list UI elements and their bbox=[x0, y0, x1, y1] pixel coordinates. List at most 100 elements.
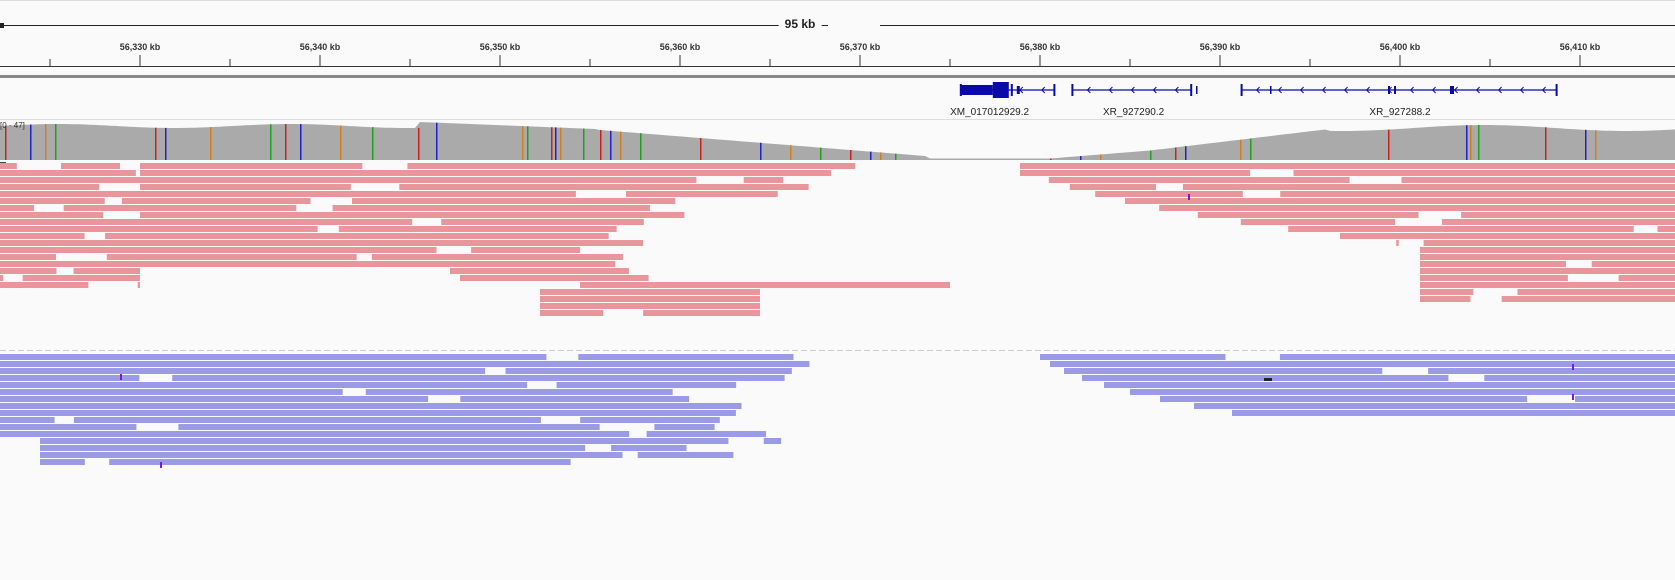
read-gap bbox=[485, 368, 506, 374]
coverage-variant-bar bbox=[210, 127, 212, 160]
alignment-track[interactable] bbox=[0, 163, 1675, 468]
alignment-read bbox=[0, 417, 720, 423]
read-gap bbox=[629, 431, 647, 437]
read-gap bbox=[342, 389, 366, 395]
coverage-area bbox=[0, 122, 1675, 160]
coverage-variant-bar bbox=[300, 124, 302, 160]
alignment-read bbox=[540, 296, 760, 302]
alignment-read bbox=[0, 219, 179, 225]
read-gap bbox=[136, 424, 179, 430]
gene-cds-block bbox=[992, 82, 1009, 98]
coverage-variant-bar bbox=[1466, 125, 1468, 160]
alignment-read bbox=[0, 410, 736, 416]
alignment-read bbox=[1159, 205, 1675, 211]
alignment-read bbox=[1069, 184, 1675, 190]
strand-arrow-icon bbox=[1541, 86, 1546, 94]
read-gap bbox=[16, 163, 62, 169]
read-gap bbox=[84, 233, 106, 239]
alignment-read bbox=[0, 170, 136, 176]
read-gap bbox=[1418, 212, 1462, 218]
read-gap bbox=[603, 310, 644, 316]
ruler-tick-label: 56,350 kb bbox=[479, 42, 521, 52]
coverage-variant-bar bbox=[372, 127, 374, 160]
coverage-variant-bar bbox=[1595, 130, 1597, 160]
coverage-variant-bar bbox=[165, 127, 167, 160]
ruler-tick-label: 56,390 kb bbox=[1199, 42, 1241, 52]
gene-exon bbox=[1555, 84, 1558, 96]
strand-arrow-icon bbox=[1343, 86, 1348, 94]
alignment-read bbox=[0, 396, 690, 402]
ruler-tick-label: 56,330 kb bbox=[119, 42, 161, 52]
alignment-read bbox=[1050, 361, 1675, 367]
alignment-read bbox=[1020, 163, 1675, 169]
alignment-read bbox=[1396, 240, 1675, 246]
alignment-read bbox=[0, 275, 140, 281]
read-gap bbox=[1250, 170, 1294, 176]
read-gap bbox=[436, 247, 472, 253]
gene-track[interactable] bbox=[959, 82, 1558, 98]
strand-arrow-icon bbox=[1365, 86, 1370, 94]
read-gap bbox=[622, 452, 638, 458]
alignment-read bbox=[0, 375, 785, 381]
insertion-marker-icon bbox=[1264, 378, 1272, 381]
read-gap bbox=[1349, 177, 1402, 183]
ruler-tick-label: 56,340 kb bbox=[299, 42, 341, 52]
ruler-tick-label: 56,380 kb bbox=[1019, 42, 1061, 52]
gene-label: XR_927290.2 bbox=[1103, 107, 1165, 118]
alignment-read bbox=[40, 445, 603, 451]
alignment-read bbox=[140, 205, 650, 211]
gene-exon bbox=[1450, 86, 1452, 94]
strand-arrow-icon bbox=[1299, 86, 1304, 94]
read-gap bbox=[139, 375, 173, 381]
read-gap bbox=[350, 184, 400, 190]
alignment-read bbox=[1064, 368, 1675, 374]
gene-label: XM_017012929.2 bbox=[950, 107, 1030, 118]
alignment-read bbox=[1420, 282, 1675, 288]
alignment-read bbox=[1130, 389, 1675, 395]
strand-arrow-icon bbox=[1277, 86, 1282, 94]
read-gap bbox=[1156, 184, 1183, 190]
alignment-read bbox=[1082, 375, 1675, 381]
ruler-divider bbox=[0, 75, 1675, 78]
ruler-tick-label: 56,360 kb bbox=[659, 42, 701, 52]
coverage-track[interactable] bbox=[0, 122, 1675, 160]
read-gap bbox=[1633, 226, 1658, 232]
strand-arrow-icon bbox=[1130, 86, 1135, 94]
coverage-variant-bar bbox=[155, 127, 157, 160]
alignment-read bbox=[1104, 382, 1675, 388]
gene-exon bbox=[1053, 84, 1056, 96]
gene-exon bbox=[1452, 86, 1454, 94]
alignment-read bbox=[540, 303, 760, 309]
alignment-read bbox=[0, 240, 193, 246]
coverage-variant-bar bbox=[820, 147, 822, 160]
alignment-read bbox=[140, 226, 617, 232]
alignment-read bbox=[0, 368, 792, 374]
gene-exon bbox=[1016, 86, 1020, 94]
coverage-variant-bar bbox=[760, 142, 762, 160]
coverage-variant-bar bbox=[340, 125, 342, 160]
alignment-read bbox=[540, 310, 760, 316]
gene-exon bbox=[1394, 86, 1396, 94]
read-gap bbox=[103, 212, 144, 218]
coverage-variant-bar bbox=[436, 122, 438, 160]
read-gap bbox=[317, 226, 339, 232]
read-gap bbox=[1382, 368, 1429, 374]
coverage-variant-bar bbox=[560, 127, 562, 160]
alignment-read bbox=[1020, 170, 1675, 176]
span-line bbox=[0, 23, 1675, 28]
read-gap bbox=[1470, 296, 1502, 302]
alignment-read bbox=[0, 361, 810, 367]
read-gap bbox=[1567, 275, 1619, 281]
read-gap bbox=[599, 424, 655, 430]
read-gap bbox=[34, 205, 64, 211]
alignment-read bbox=[0, 205, 161, 211]
coverage-variant-bar bbox=[610, 130, 612, 160]
coverage-variant-bar bbox=[850, 150, 852, 160]
gene-exon bbox=[1071, 84, 1074, 96]
alignment-read bbox=[540, 417, 681, 423]
read-gap bbox=[104, 198, 122, 204]
read-gap bbox=[56, 254, 107, 260]
alignment-read bbox=[40, 438, 624, 444]
alignment-read bbox=[0, 403, 742, 409]
